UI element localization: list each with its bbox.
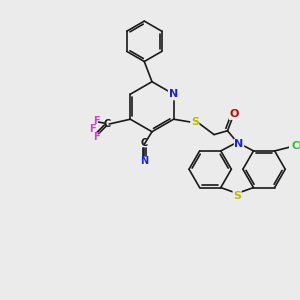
Text: F: F bbox=[93, 131, 100, 142]
Text: S: S bbox=[191, 117, 199, 127]
Text: Cl: Cl bbox=[291, 141, 300, 151]
Text: N: N bbox=[169, 89, 178, 99]
Text: N: N bbox=[140, 156, 148, 166]
Text: C: C bbox=[103, 119, 111, 129]
Text: F: F bbox=[89, 124, 96, 134]
Text: O: O bbox=[230, 110, 239, 119]
Text: N: N bbox=[234, 139, 244, 149]
Text: F: F bbox=[93, 116, 100, 126]
Text: C: C bbox=[141, 138, 148, 148]
Text: S: S bbox=[233, 191, 241, 201]
